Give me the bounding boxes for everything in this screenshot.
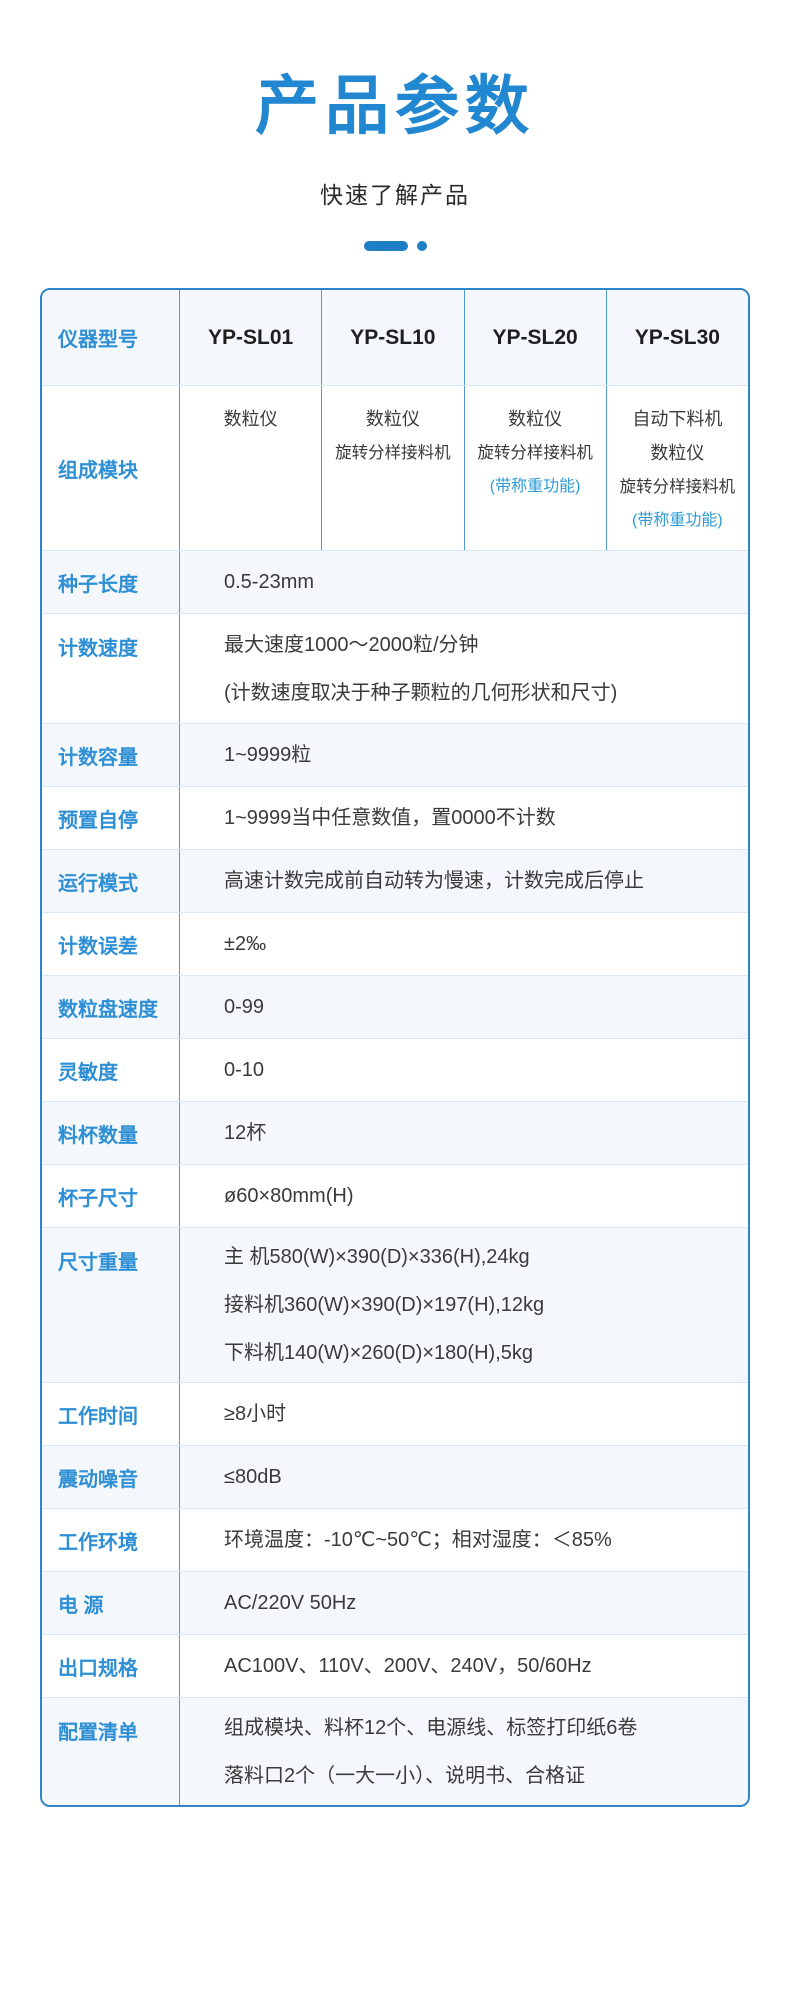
spec-table: 仪器型号 YP-SL01 YP-SL10 YP-SL20 YP-SL30 组成模… (40, 288, 750, 1808)
row-value: 最大速度1000～2000粒/分钟 (224, 633, 479, 656)
row-value: 组成模块、料杯12个、电源线、标签打印纸6卷 (224, 1716, 638, 1739)
table-row-working-environment: 工作环境 环境温度：-10℃~50℃；相对湿度：＜85% (42, 1508, 748, 1572)
row-label: 种子长度 (42, 551, 180, 614)
module-line: 数粒仪 (223, 409, 278, 430)
table-row-sensitivity: 灵敏度 0-10 (42, 1038, 748, 1102)
underline-dot-icon (416, 241, 427, 252)
row-value: 接料机360(W)×390(D)×197(H),12kg (224, 1294, 545, 1317)
row-value: (计数速度取决于种子颗粒的几何形状和尺寸) (224, 681, 618, 704)
row-label: 运行模式 (42, 850, 180, 913)
module-line: 数粒仪 (365, 409, 420, 430)
row-label: 尺寸重量 (42, 1228, 180, 1383)
module-line-weighing: (带称重功能) (632, 512, 723, 530)
row-value: 0-10 (224, 1059, 265, 1082)
underline-dash-icon (363, 241, 408, 252)
row-value: ≤80dB (224, 1466, 282, 1489)
row-value: 1~9999当中任意数值，置0000不计数 (224, 807, 556, 830)
row-label: 计数误差 (42, 913, 180, 976)
modules-col-sl01: 数粒仪 (180, 386, 321, 550)
row-label: 配置清单 (42, 1698, 180, 1806)
module-line-weighing: (带称重功能) (489, 478, 581, 496)
table-row-vibration-noise: 震动噪音 ≤80dB (42, 1445, 748, 1509)
model-yp-sl20: YP-SL20 (463, 290, 606, 386)
table-row-cup-count: 料杯数量 12杯 (42, 1101, 748, 1165)
row-value: 高速计数完成前自动转为慢速，计数完成后停止 (224, 870, 644, 893)
model-yp-sl01: YP-SL01 (208, 325, 294, 349)
row-label: 工作环境 (42, 1509, 180, 1572)
table-row-size-weight: 尺寸重量 主 机580(W)×390(D)×336(H),24kg 接料机360… (42, 1227, 748, 1383)
row-value: 12杯 (224, 1122, 267, 1145)
module-line: 旋转分样接料机 (335, 444, 451, 463)
row-label: 数粒盘速度 (42, 976, 180, 1039)
page-header: 产品参数 快速了解产品 (0, 0, 790, 252)
row-value: 1~9999粒 (224, 744, 312, 767)
module-line: 数粒仪 (650, 443, 705, 464)
table-row-export-spec: 出口规格 AC100V、110V、200V、240V，50/60Hz (42, 1634, 748, 1698)
table-row-counting-error: 计数误差 ±2‰ (42, 912, 748, 976)
row-label: 灵敏度 (42, 1039, 180, 1102)
row-label: 出口规格 (42, 1635, 180, 1698)
row-value: 落料口2个（一大一小）、说明书、合格证 (224, 1764, 586, 1787)
row-value: 下料机140(W)×260(D)×180(H),5kg (224, 1342, 533, 1365)
row-label: 电 源 (42, 1572, 180, 1635)
module-line: 旋转分样接料机 (477, 444, 593, 463)
table-row-models: 仪器型号 YP-SL01 YP-SL10 YP-SL20 YP-SL30 (42, 290, 748, 386)
row-value: ø60×80mm(H) (224, 1185, 354, 1208)
row-label: 工作时间 (42, 1383, 180, 1446)
modules-col-sl10: 数粒仪 旋转分样接料机 (321, 386, 463, 551)
row-label: 料杯数量 (42, 1102, 180, 1165)
row-value: 0.5-23mm (224, 571, 315, 594)
row-value: ±2‰ (224, 933, 267, 956)
row-label-instrument-model: 仪器型号 (42, 290, 180, 386)
title-underline (0, 240, 790, 252)
row-value: 环境温度：-10℃~50℃；相对湿度：＜85% (224, 1529, 612, 1552)
model-yp-sl30: YP-SL30 (605, 290, 748, 386)
table-row-counting-speed: 计数速度 最大速度1000～2000粒/分钟 (计数速度取决于种子颗粒的几何形状… (42, 613, 748, 724)
table-row-disc-speed: 数粒盘速度 0-99 (42, 975, 748, 1039)
page-subtitle: 快速了解产品 (320, 182, 470, 209)
table-row-preset-autostop: 预置自停 1~9999当中任意数值，置0000不计数 (42, 786, 748, 850)
module-line: 自动下料机 (632, 409, 723, 430)
table-row-cup-size: 杯子尺寸 ø60×80mm(H) (42, 1164, 748, 1228)
table-row-modules: 组成模块 数粒仪 数粒仪 旋转分样接料机 数粒仪 旋转分样接料机 (带称重功能)… (42, 385, 748, 551)
module-line: 旋转分样接料机 (619, 478, 736, 497)
row-label: 预置自停 (42, 787, 180, 850)
row-label: 震动噪音 (42, 1446, 180, 1509)
row-value: AC/220V 50Hz (224, 1592, 357, 1615)
table-row-seed-length: 种子长度 0.5-23mm (42, 550, 748, 614)
modules-col-sl20: 数粒仪 旋转分样接料机 (带称重功能) (463, 386, 606, 551)
row-value: AC100V、110V、200V、240V，50/60Hz (224, 1655, 592, 1678)
row-label-modules: 组成模块 (42, 386, 180, 551)
row-label: 计数容量 (42, 724, 180, 787)
model-yp-sl10: YP-SL10 (321, 290, 463, 386)
row-label: 杯子尺寸 (42, 1165, 180, 1228)
table-row-run-mode: 运行模式 高速计数完成前自动转为慢速，计数完成后停止 (42, 849, 748, 913)
modules-col-sl30: 自动下料机 数粒仪 旋转分样接料机 (带称重功能) (605, 386, 748, 551)
module-line: 数粒仪 (508, 409, 563, 430)
table-row-power: 电 源 AC/220V 50Hz (42, 1571, 748, 1635)
row-value: 主 机580(W)×390(D)×336(H),24kg (224, 1246, 530, 1269)
row-label: 计数速度 (42, 614, 180, 724)
table-row-working-time: 工作时间 ≥8小时 (42, 1382, 748, 1446)
row-value: ≥8小时 (224, 1403, 287, 1426)
table-row-packing-list: 配置清单 组成模块、料杯12个、电源线、标签打印纸6卷 落料口2个（一大一小）、… (42, 1697, 748, 1806)
row-value: 0-99 (224, 996, 265, 1019)
table-row-counting-capacity: 计数容量 1~9999粒 (42, 723, 748, 787)
page-title: 产品参数 (255, 71, 535, 142)
